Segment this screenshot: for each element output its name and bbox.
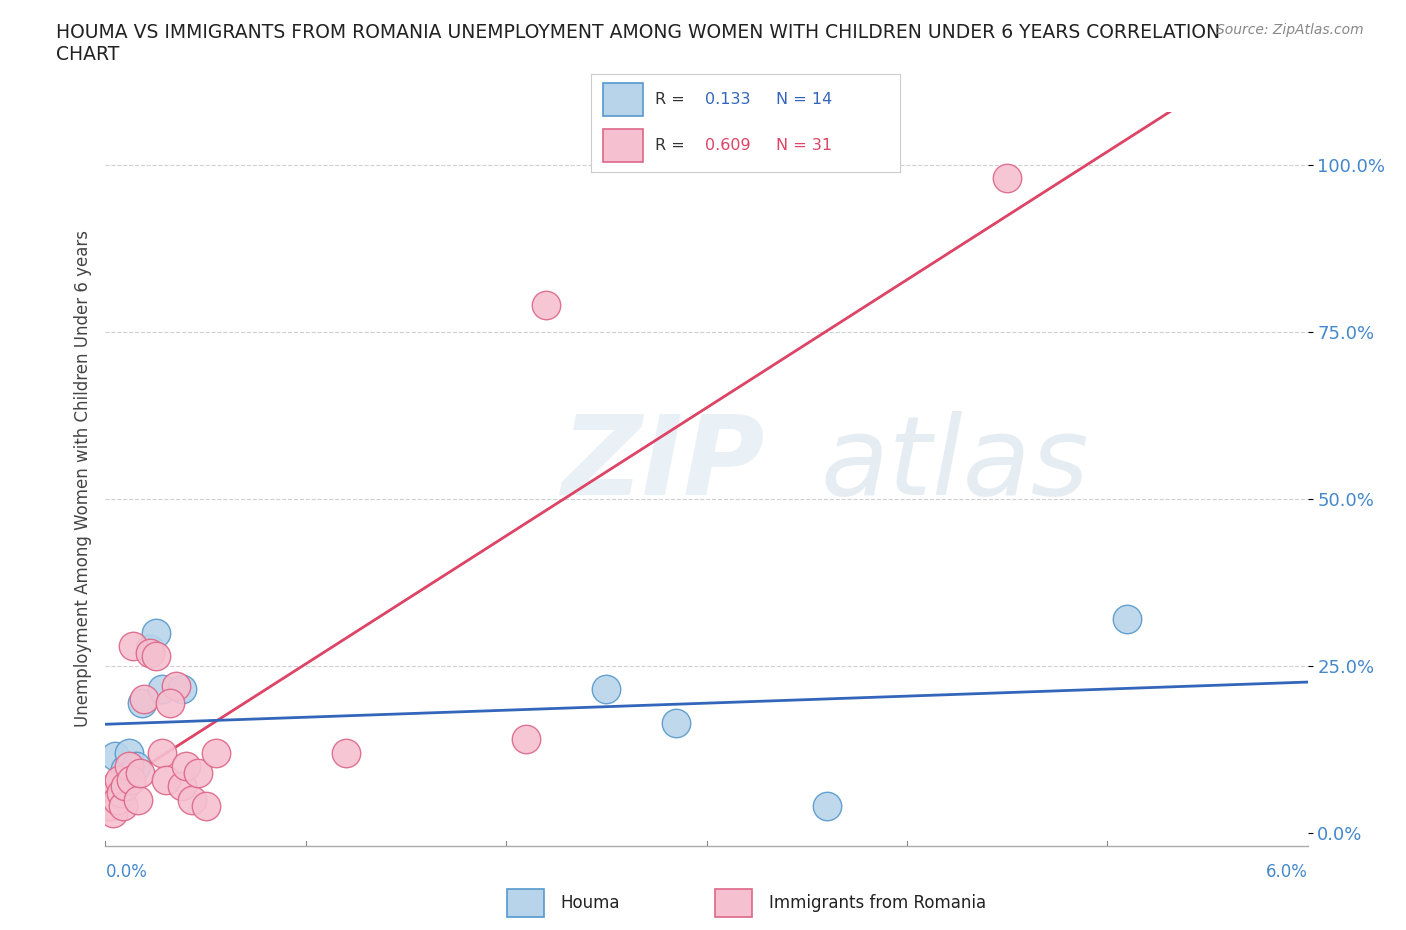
Point <box>170 778 193 793</box>
Point <box>595 682 617 697</box>
Point <box>108 772 131 787</box>
Text: N = 31: N = 31 <box>776 139 832 153</box>
Text: atlas: atlas <box>821 411 1090 518</box>
Point <box>138 642 160 657</box>
Point <box>114 762 136 777</box>
FancyBboxPatch shape <box>506 889 544 917</box>
Point <box>1116 612 1139 627</box>
Point <box>155 772 177 787</box>
Text: 0.0%: 0.0% <box>105 863 148 882</box>
Point <box>110 776 132 790</box>
Point <box>107 792 129 807</box>
Text: ZIP: ZIP <box>562 411 766 518</box>
Y-axis label: Unemployment Among Women with Children Under 6 years: Unemployment Among Women with Children U… <box>73 231 91 727</box>
Point <box>114 778 136 793</box>
Point <box>150 745 173 760</box>
Text: 0.609: 0.609 <box>704 139 751 153</box>
Point <box>118 759 141 774</box>
Point <box>104 778 127 793</box>
Text: R =: R = <box>655 139 690 153</box>
Point <box>180 792 202 807</box>
Point <box>104 749 127 764</box>
Point <box>132 692 155 707</box>
Point <box>100 786 122 801</box>
Point <box>187 765 209 780</box>
Point <box>138 645 160 660</box>
Point <box>534 298 557 312</box>
Point <box>174 759 197 774</box>
Point <box>995 171 1018 186</box>
Point <box>165 679 187 694</box>
Point <box>515 732 537 747</box>
Point <box>170 682 193 697</box>
Point <box>98 799 121 814</box>
Point <box>112 799 135 814</box>
Point <box>159 696 181 711</box>
Point <box>335 745 357 760</box>
Point <box>124 759 146 774</box>
Point <box>194 799 217 814</box>
Point <box>204 745 226 760</box>
Text: N = 14: N = 14 <box>776 92 832 107</box>
Point <box>128 765 150 780</box>
FancyBboxPatch shape <box>603 83 643 116</box>
Point <box>110 786 132 801</box>
Point <box>145 625 167 640</box>
Point <box>665 715 688 730</box>
Text: Source: ZipAtlas.com: Source: ZipAtlas.com <box>1216 23 1364 37</box>
Text: Immigrants from Romania: Immigrants from Romania <box>769 894 986 912</box>
Point <box>127 792 149 807</box>
Point <box>131 696 153 711</box>
Point <box>103 805 125 820</box>
Point <box>122 639 145 654</box>
Point <box>815 799 838 814</box>
Text: 0.133: 0.133 <box>704 92 751 107</box>
Point <box>150 682 173 697</box>
Point <box>145 648 167 663</box>
Text: 6.0%: 6.0% <box>1265 863 1308 882</box>
Text: HOUMA VS IMMIGRANTS FROM ROMANIA UNEMPLOYMENT AMONG WOMEN WITH CHILDREN UNDER 6 : HOUMA VS IMMIGRANTS FROM ROMANIA UNEMPLO… <box>56 23 1220 64</box>
FancyBboxPatch shape <box>716 889 752 917</box>
FancyBboxPatch shape <box>603 129 643 163</box>
Text: Houma: Houma <box>560 894 620 912</box>
Text: R =: R = <box>655 92 690 107</box>
Point <box>121 772 143 787</box>
Point <box>118 745 141 760</box>
